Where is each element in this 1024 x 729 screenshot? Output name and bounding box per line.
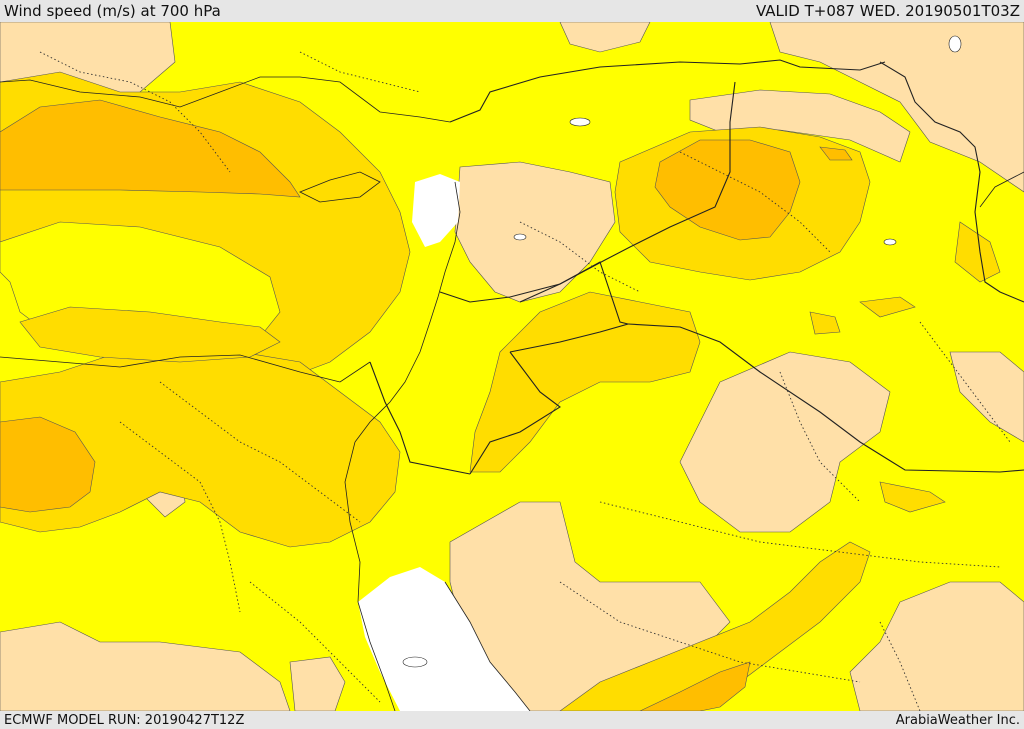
- model-run: ECMWF MODEL RUN: 20190427T12Z: [4, 712, 245, 728]
- tan-ne: [769, 22, 1024, 193]
- gold-east-edge: [954, 221, 1001, 283]
- orange-se-streak: [639, 661, 751, 711]
- levant-coast: [354, 181, 461, 443]
- tan-ne-band: [689, 89, 911, 163]
- dotted-7: [559, 581, 861, 683]
- orange-turkey: [0, 99, 301, 198]
- tan-north-top: [559, 22, 651, 53]
- gold-south-blob: [879, 481, 946, 513]
- white-cyprus-area: [412, 174, 460, 247]
- lakes: [402, 35, 962, 668]
- egypt-coast: [0, 354, 371, 383]
- dotted-3: [519, 221, 641, 293]
- tan-sw: [0, 621, 291, 711]
- header-bar: Wind speed (m/s) at 700 hPa VALID T+087 …: [0, 0, 1024, 22]
- gold-se-band: [559, 541, 871, 711]
- orange-iraq-core: [654, 139, 801, 241]
- footer-bar: ECMWF MODEL RUN: 20190427T12Z ArabiaWeat…: [0, 711, 1024, 729]
- saudi-north: [627, 323, 1024, 473]
- tan-sw-blob: [289, 656, 346, 711]
- valid-time: VALID T+087 WED. 20190501T03Z: [755, 2, 1020, 20]
- jordan-border: [439, 261, 631, 353]
- dotted-9: [39, 51, 231, 173]
- gold-tiny-2: [809, 311, 841, 335]
- coastlines: [0, 76, 1024, 711]
- red-sea-west: [357, 601, 396, 711]
- cyprus-outline: [299, 171, 381, 203]
- dotted-4: [679, 151, 831, 253]
- iraq-iran: [879, 61, 1024, 303]
- med-coast-turkey: [0, 76, 451, 123]
- credit: ArabiaWeather Inc.: [895, 712, 1020, 728]
- gold-tiny-1: [859, 296, 916, 318]
- orange-tiny: [819, 146, 853, 161]
- dotted-10: [299, 51, 421, 93]
- red-sea-east: [444, 581, 531, 711]
- sinai-gulf: [344, 441, 361, 603]
- weather-map[interactable]: [0, 22, 1024, 711]
- dotted-8: [919, 321, 1011, 443]
- calm-areas: [358, 174, 530, 711]
- persian-gulf: [979, 171, 1024, 208]
- highest-wind-areas: [0, 99, 853, 711]
- tan-se: [849, 581, 1024, 711]
- tan-east-blob: [949, 351, 1024, 443]
- regional-boundaries: [39, 51, 1011, 711]
- gold-inner-tongue: [19, 306, 281, 363]
- jordan-saudi: [469, 351, 561, 475]
- lake-5: [948, 35, 962, 53]
- tan-lebanon: [454, 161, 616, 303]
- orange-libya: [0, 416, 96, 513]
- tan-central-arabia: [679, 351, 891, 533]
- low-wind-areas: [0, 22, 1024, 711]
- map-canvas: [0, 22, 1024, 711]
- dotted-6: [599, 501, 1001, 568]
- dotted-12: [879, 621, 921, 711]
- dotted-11: [249, 581, 381, 703]
- lake-1: [513, 233, 527, 241]
- lake-2: [569, 117, 591, 127]
- dotted-5: [779, 371, 861, 503]
- turkey-syria-border: [449, 59, 886, 123]
- lake-4: [402, 656, 428, 668]
- white-red-sea: [358, 567, 530, 711]
- country-boundaries: [369, 59, 1024, 475]
- map-title: Wind speed (m/s) at 700 hPa: [4, 2, 221, 20]
- lake-3: [883, 238, 897, 246]
- egypt-east: [369, 361, 471, 475]
